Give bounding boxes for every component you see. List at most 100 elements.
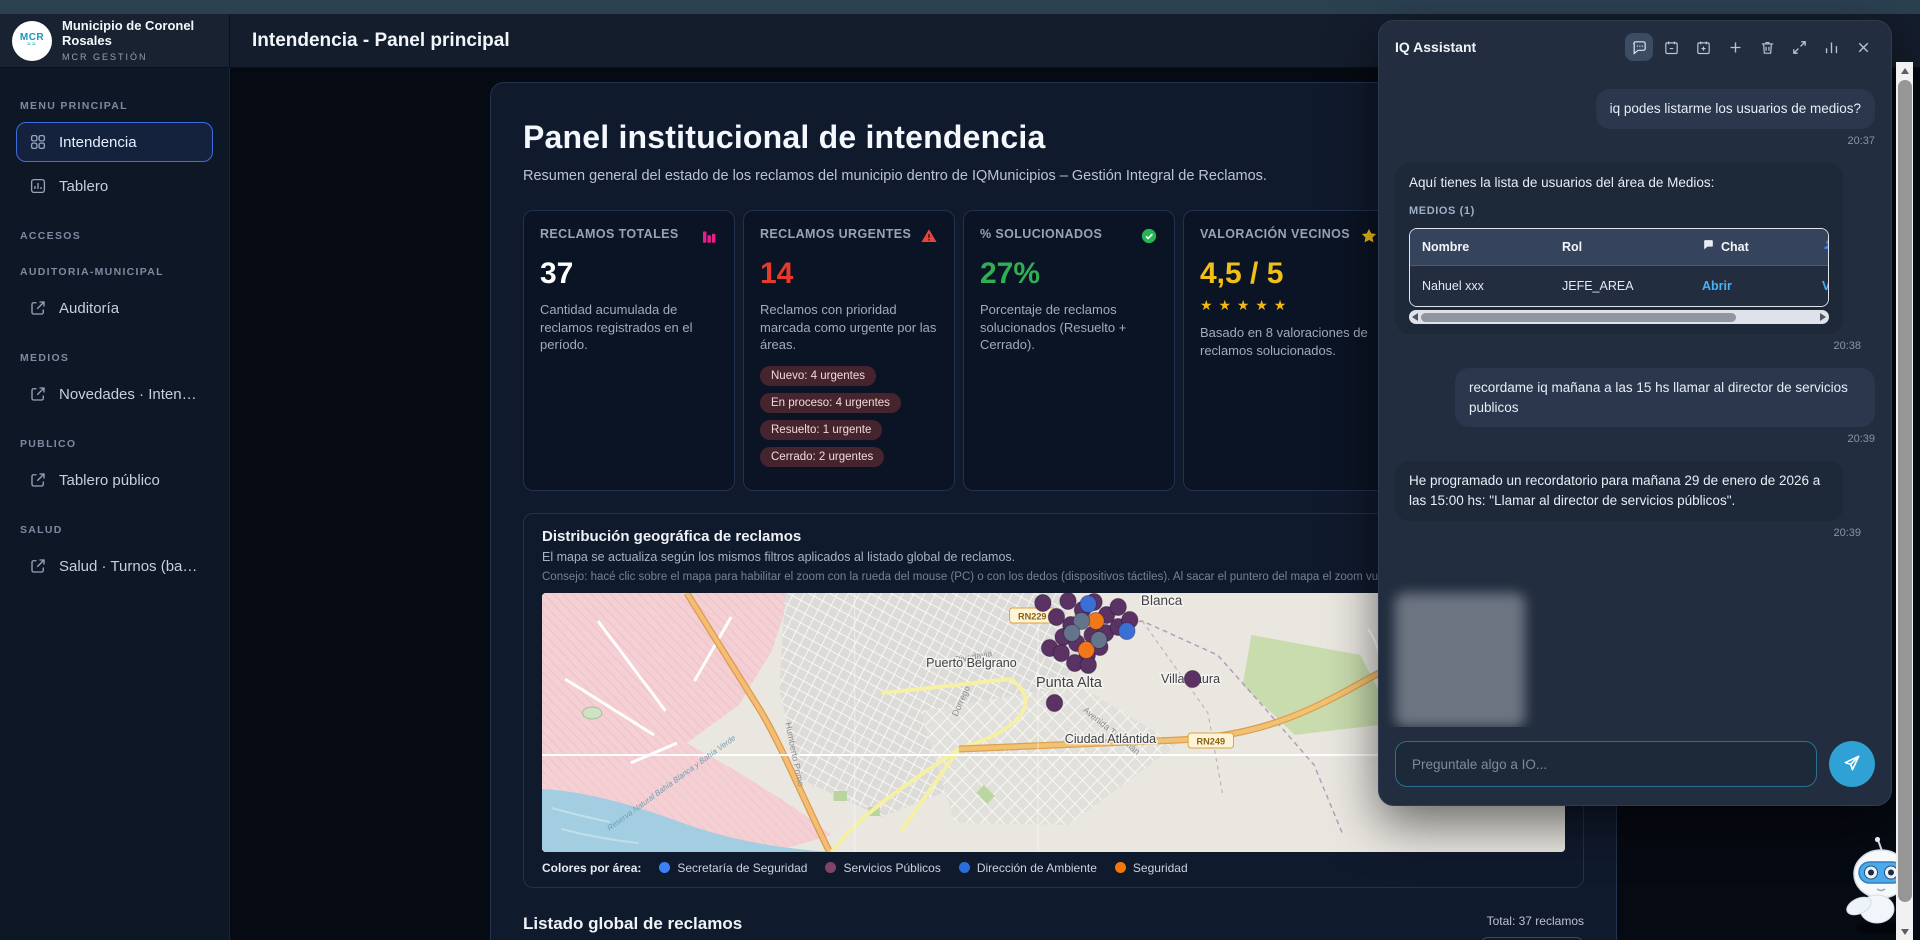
user-icon [1822,238,1828,256]
urgency-badge: Resuelto: 1 urgente [760,419,883,440]
chat-icon[interactable] [1625,33,1653,61]
stat-card-reclamos-urgentes: RECLAMOS URGENTES 14 Reclamos con priorida… [743,210,955,491]
expand-icon[interactable] [1785,33,1813,61]
brand-subtitle: MCR GESTIÓN [62,51,148,62]
check-icon [1140,227,1158,245]
external-icon [29,385,47,403]
external-icon [29,557,47,575]
stat-card-desc: Cantidad acumulada de reclamos registrad… [540,302,693,353]
main-panel: Panel institucional de intendencia Resum… [490,82,1617,940]
chat-toolbar [1625,33,1877,61]
table-header-rol: Rol [1550,229,1690,267]
external-icon [29,471,47,489]
stat-cards-row: RECLAMOS TOTALES 37 Cantidad acumulada de … [523,210,1584,491]
stat-card-label: % SOLUCIONADOS [980,227,1103,241]
message-time: 20:39 [1847,433,1875,446]
listado-title: Listado global de reclamos [523,913,743,933]
svg-text:Blanca: Blanca [1141,593,1183,608]
map-svg: Reserva Natural Bahía Blanca y Bahía Ver… [542,592,1565,852]
table-header-chat: Chat [1690,229,1810,267]
sidebar-item-tablero-p-blico[interactable]: Tablero público [16,460,213,500]
sidebar-item-auditor-a[interactable]: Auditoría [16,288,213,328]
clear-filters-button[interactable]: Limpiar filtros [1479,936,1584,940]
sidebar-item-tablero[interactable]: Tablero [16,166,213,206]
legend-item-servicios-p-blicos: Servicios Públicos [825,861,941,875]
warning-icon [920,227,938,245]
map-legend: Colores por área: Secretaría de Segurida… [542,861,1565,875]
stat-card-value: 27% [980,257,1041,290]
chat-input-row [1379,727,1891,805]
svg-text:RN249: RN249 [1197,736,1226,746]
sidebar-item-label: Auditoría [59,299,120,317]
scroll-up-button[interactable] [1896,62,1913,79]
cell-extra-link[interactable]: V [1822,279,1828,293]
reclamos-map[interactable]: Reserva Natural Bahía Blanca y Bahía Ver… [542,592,1565,852]
legend-item-seguridad: Seguridad [1114,861,1188,875]
stat-card-reclamos-totales: RECLAMOS TOTALES 37 Cantidad acumulada de … [523,210,735,491]
trash-icon[interactable] [1753,33,1781,61]
scroll-left-arrow[interactable] [1412,313,1418,322]
close-icon[interactable] [1849,33,1877,61]
logo-text: MCR [19,32,45,44]
svg-text:Ciudad Atlántida: Ciudad Atlántida [1065,730,1157,745]
brand[interactable]: MCR ≈≈ Municipio de Coronel Rosales MCR … [0,14,230,67]
external-icon [29,299,47,317]
stat-card-solucionados: % SOLUCIONADOS 27% Porcentaje de reclamos … [963,210,1175,491]
stat-card-label: RECLAMOS URGENTES [760,227,912,241]
chat-title: IQ Assistant [1395,39,1477,55]
table-horizontal-scrollbar[interactable] [1409,310,1829,325]
send-button[interactable] [1829,741,1875,787]
sidebar-item-salud-turnos-back[interactable]: Salud · Turnos (back... [16,546,213,586]
svg-text:Puerto Belgrano: Puerto Belgrano [926,654,1017,669]
scrollbar-thumb[interactable] [1897,80,1912,902]
stat-card-value: 4,5 / 5 [1200,257,1284,290]
sidebar-item-label: Tablero público [59,471,160,489]
sidebar-item-label: Tablero [59,177,109,195]
bars-icon [700,227,718,245]
stat-card-desc: Porcentaje de reclamos solucionados (Res… [980,302,1127,353]
sidebar-item-label: Intendencia [59,133,137,151]
message-text: Aquí tienes la lista de usuarios del áre… [1409,174,1715,190]
open-chat-link[interactable]: Abrir [1702,279,1732,294]
calendar-plus-icon[interactable] [1689,33,1717,61]
calendar-icon[interactable] [1657,33,1685,61]
sidebar-section-auditoria-municipal: AUDITORIA-MUNICIPAL [20,266,164,278]
user-group-label: MEDIOS (1) [1409,205,1475,218]
browser-top-strip [0,0,1920,14]
sidebar-item-intendencia[interactable]: Intendencia [16,122,213,162]
chat-header: IQ Assistant [1379,21,1891,69]
loading-skeleton [1395,592,1525,727]
iq-assistant-panel: IQ Assistant iq podes listarme los usuar… [1378,20,1892,806]
svg-text:Punta Alta: Punta Alta [1036,674,1103,690]
sidebar: MENU PRINCIPAL Intendencia Tablero ACCESOS A… [0,68,230,940]
logo-waves-icon: ≈≈ [27,41,37,49]
stats-icon[interactable] [1817,33,1845,61]
plus-icon[interactable] [1721,33,1749,61]
urgency-badge: Cerrado: 2 urgentes [760,446,885,467]
stat-card-valoraci-n-vecinos: VALORACIÓN VECINOS 4,5 / 5 ★ ★ ★ ★ ★ Basado… [1183,210,1395,491]
sidebar-item-label: Salud · Turnos (back... [59,557,200,575]
sidebar-item-novedades-intende[interactable]: Novedades · Intende... [16,374,213,414]
table-scrollbar-thumb[interactable] [1421,312,1736,322]
chat-mini-icon [1702,238,1715,256]
table-header-nombre: Nombre [1410,229,1550,267]
page-scrollbar[interactable] [1896,62,1913,940]
star-icon [1360,227,1378,245]
stat-card-label: RECLAMOS TOTALES [540,227,679,241]
scroll-down-button[interactable] [1896,923,1913,940]
message-time: 20:37 [1847,134,1875,147]
stat-card-stars: ★ ★ ★ ★ ★ [1200,297,1288,313]
chart-icon [29,177,47,195]
chat-input[interactable] [1395,741,1817,787]
map-section-subtitle: El mapa se actualiza según los mismos fi… [542,549,1016,564]
cell-rol: JEFE_AREA [1550,265,1690,307]
message-text: He programado un recordatorio para mañan… [1409,473,1821,508]
message-time: 20:38 [1833,340,1861,353]
grid-icon [29,133,47,151]
scroll-right-arrow[interactable] [1820,313,1826,322]
assistant-mascot[interactable] [1836,836,1920,936]
map-section-tip: Consejo: hacé clic sobre el mapa para ha… [542,570,1487,583]
